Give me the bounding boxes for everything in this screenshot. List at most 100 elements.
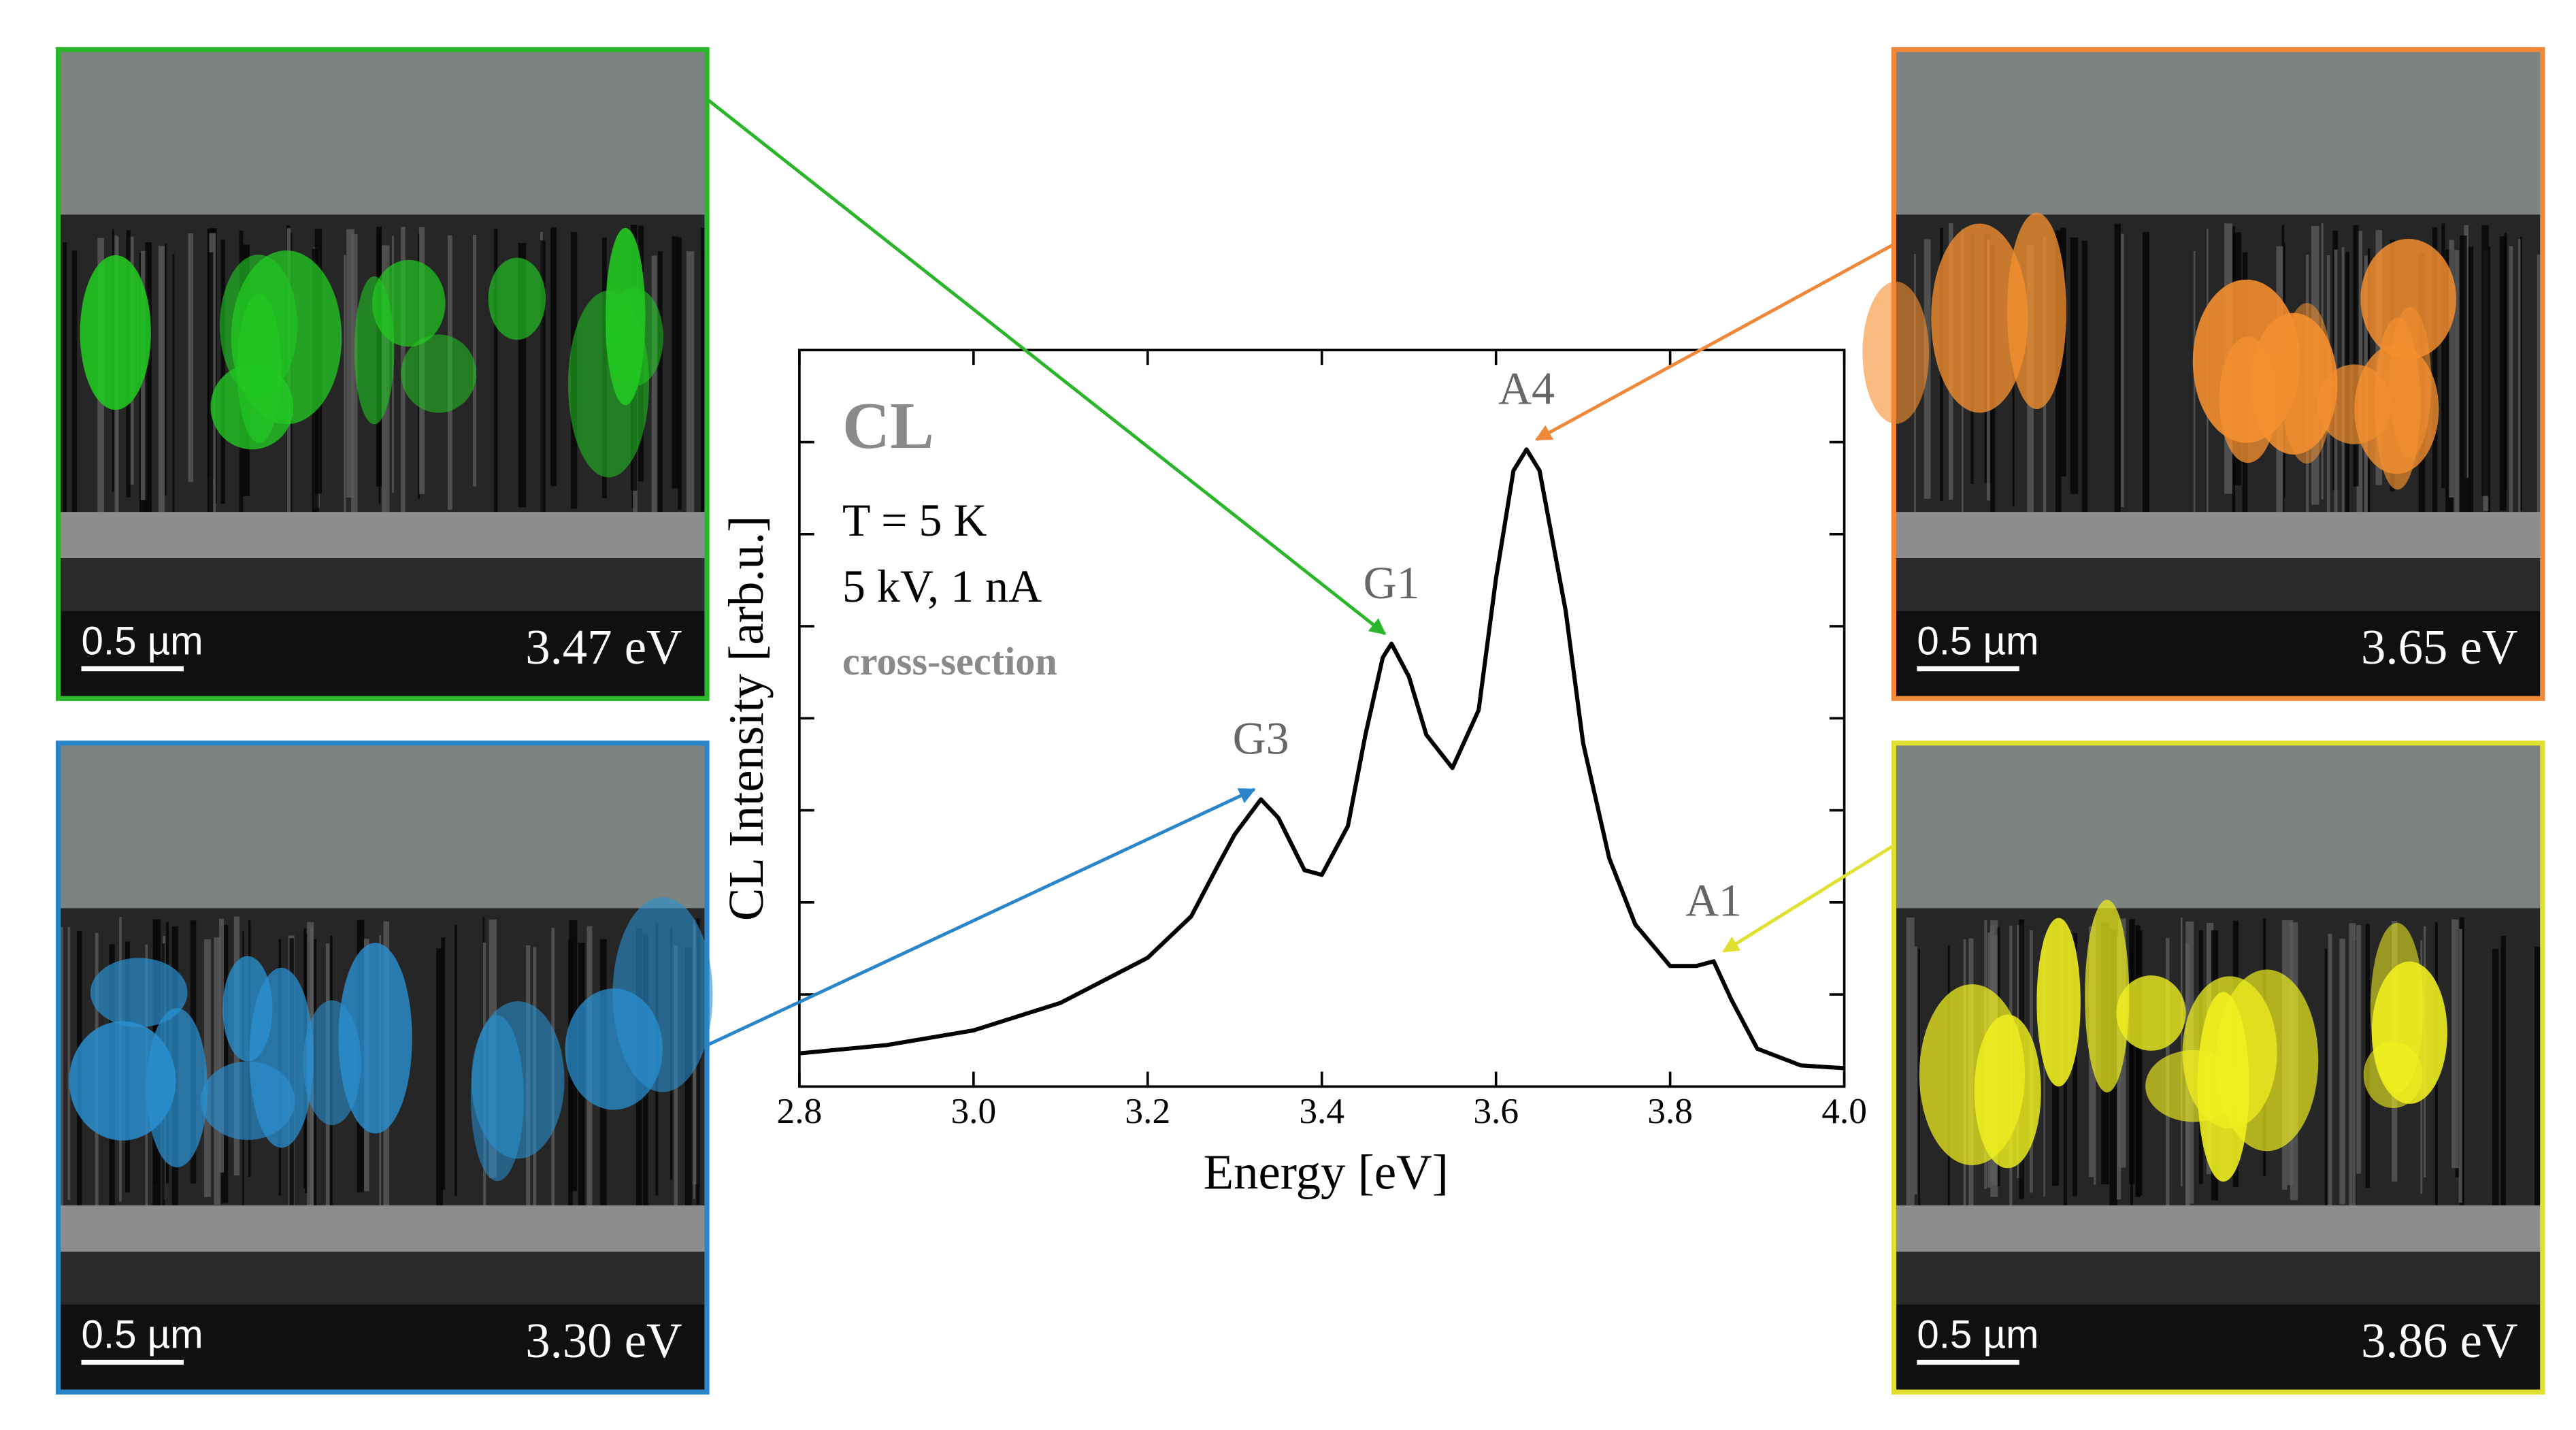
nanowire <box>2055 230 2062 527</box>
scale-label: 0.5 µm <box>82 1313 203 1357</box>
emission-spot <box>2116 975 2186 1051</box>
nanowire <box>158 246 165 527</box>
panel-bottom <box>1894 611 2543 699</box>
nanowire <box>678 237 682 510</box>
emission-spot <box>1931 223 2028 413</box>
emission-spot <box>2145 1050 2242 1122</box>
nanowire <box>550 227 557 487</box>
nanowire <box>2328 933 2332 1209</box>
cl-map-panel: 0.5 µm 3.47 eV <box>55 47 710 701</box>
nanowire <box>59 926 63 1216</box>
panel-bottom <box>58 1304 708 1393</box>
emission-spot <box>2389 307 2432 458</box>
emission-spot <box>401 334 477 413</box>
emission-spot <box>488 257 546 340</box>
nanowire <box>2142 231 2150 525</box>
nanowire <box>494 228 498 525</box>
nanowire <box>2449 240 2454 498</box>
nanowire <box>67 927 71 1200</box>
emission-spot <box>567 291 649 478</box>
emission-spot <box>200 1061 295 1140</box>
nanowire <box>1918 949 1921 1222</box>
nanowire <box>165 243 167 496</box>
nanowire <box>145 242 152 538</box>
nanowire <box>2043 937 2045 1197</box>
nanowire <box>2481 225 2489 496</box>
scale-label: 0.5 µm <box>82 619 203 664</box>
energy-label: 3.47 eV <box>525 619 682 675</box>
nanowire <box>518 243 527 508</box>
peak-label: G3 <box>1233 712 1289 764</box>
nanowire <box>2534 946 2541 1229</box>
nanowire <box>221 924 229 1203</box>
nanowire <box>2454 250 2460 526</box>
nanowire <box>2500 936 2506 1222</box>
panel-border <box>55 47 710 701</box>
nanowire <box>207 252 214 547</box>
nanowire <box>2499 236 2507 511</box>
emission-spot <box>2007 212 2066 409</box>
nanowire <box>2193 251 2196 545</box>
peak-label: A1 <box>1685 875 1742 926</box>
nanowire <box>172 254 175 550</box>
nanowire <box>2460 235 2467 523</box>
nanowire <box>2451 919 2459 1169</box>
nanowire <box>2121 233 2124 507</box>
nanowire <box>2353 225 2359 487</box>
panel-substrate <box>1894 512 2543 559</box>
nanowire <box>651 255 657 535</box>
energy-label: 3.65 eV <box>2361 619 2517 675</box>
emission-spot <box>80 255 151 410</box>
emission-spot <box>471 1001 565 1159</box>
nanowire <box>2518 239 2521 532</box>
nanowire <box>2458 928 2462 1203</box>
pointer-arrow <box>1722 844 1895 953</box>
panel-substrate <box>1894 1205 2543 1252</box>
emission-spot <box>354 276 395 425</box>
nanowire <box>2339 939 2345 1205</box>
annotation: CL <box>842 389 934 462</box>
nanowire <box>686 251 695 536</box>
nanowire <box>1914 946 1917 1195</box>
nanowire <box>455 924 457 1197</box>
nanowire <box>220 240 225 504</box>
emission-spot <box>90 958 188 1028</box>
x-tick-label: 3.8 <box>1647 1090 1693 1131</box>
annotation: 5 kV, 1 nA <box>842 560 1042 612</box>
emission-spot <box>2192 279 2300 443</box>
emission-spot <box>2036 917 2081 1087</box>
emission-spot <box>2085 899 2130 1092</box>
cl-map-panel: 0.5 µm 3.65 eV <box>1862 47 2545 701</box>
nanowire <box>658 251 663 521</box>
x-tick-label: 2.8 <box>777 1090 823 1131</box>
nanowire <box>2081 240 2088 513</box>
emission-spot <box>612 897 713 1092</box>
pointer-arrow <box>706 787 1256 1047</box>
panel-sky <box>58 743 708 925</box>
energy-label: 3.86 eV <box>2361 1313 2517 1368</box>
emission-spot <box>338 943 412 1134</box>
nanowire <box>2073 932 2077 1197</box>
nanowire <box>2441 223 2445 489</box>
nanowire <box>2135 925 2141 1197</box>
emission-spot <box>69 1021 176 1141</box>
cl-map-panel: 0.5 µm 3.86 eV <box>1891 741 2545 1395</box>
emission-spot <box>2360 238 2457 359</box>
annotation: cross-section <box>842 639 1057 683</box>
pointer-arrow <box>1534 242 1895 441</box>
x-tick-label: 4.0 <box>1821 1090 1867 1131</box>
nanowire <box>188 233 193 483</box>
x-tick-label: 3.6 <box>1473 1090 1519 1131</box>
panel-border <box>55 741 710 1395</box>
nanowire <box>2129 919 2135 1184</box>
panel-substrate <box>58 512 708 559</box>
x-tick-label: 3.2 <box>1125 1090 1170 1131</box>
spectrum-line <box>799 447 1845 1071</box>
nanowire <box>441 937 446 1190</box>
panel-bottom <box>58 611 708 699</box>
nanowire <box>436 948 444 1241</box>
nanowire <box>472 234 477 487</box>
nanowire <box>71 250 78 540</box>
nanowire <box>350 233 358 528</box>
